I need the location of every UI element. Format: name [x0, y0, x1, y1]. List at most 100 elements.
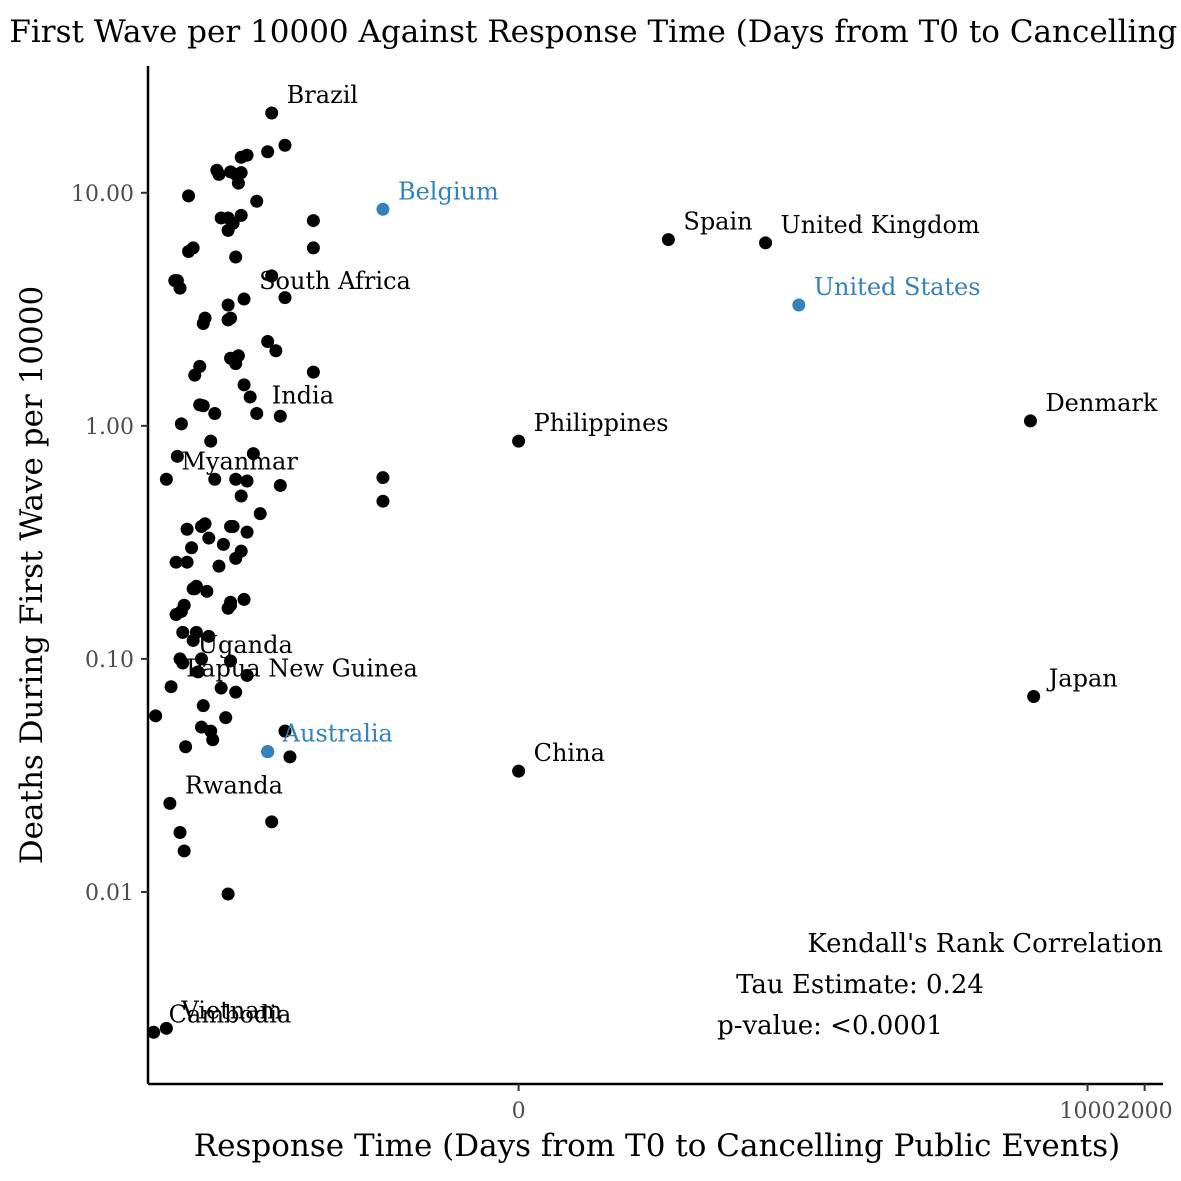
- data-point-japan: [1027, 689, 1041, 703]
- data-point-uganda: [176, 656, 190, 670]
- data-point: [176, 625, 190, 639]
- data-point: [240, 474, 254, 488]
- data-point: [214, 681, 228, 695]
- y-tick-label: 0.10: [85, 648, 134, 673]
- data-point: [173, 281, 187, 295]
- data-point: [208, 406, 222, 420]
- data-point: [179, 740, 193, 754]
- data-point: [173, 825, 187, 839]
- data-point-united-kingdom: [759, 236, 773, 250]
- data-point: [376, 471, 390, 485]
- data-point: [243, 390, 257, 404]
- data-point: [212, 559, 226, 573]
- data-point: [246, 447, 260, 461]
- data-point-vietnam: [159, 1021, 173, 1035]
- point-label: United States: [814, 273, 981, 301]
- point-label: South Africa: [259, 267, 411, 295]
- data-point-philippines: [512, 434, 526, 448]
- data-point: [234, 166, 248, 180]
- data-point: [219, 711, 233, 725]
- y-tick-label: 10.00: [71, 182, 134, 207]
- point-label: Philippines: [534, 409, 669, 437]
- data-point: [169, 555, 183, 569]
- point-label: United Kingdom: [781, 211, 980, 239]
- data-point: [208, 472, 222, 486]
- data-point: [224, 311, 238, 325]
- data-point: [186, 241, 200, 255]
- data-point: [200, 584, 214, 598]
- data-point: [191, 665, 205, 679]
- point-label: Belgium: [398, 177, 499, 205]
- data-point: [206, 733, 220, 747]
- data-point: [273, 478, 287, 492]
- point-label: China: [534, 739, 605, 767]
- data-point-brazil: [265, 106, 279, 120]
- data-point: [240, 525, 254, 539]
- data-point: [224, 654, 238, 668]
- annotation-line: Kendall's Rank Correlation: [807, 929, 1163, 959]
- data-point: [226, 519, 240, 533]
- data-point: [212, 167, 226, 181]
- data-point: [261, 335, 275, 349]
- data-point: [202, 629, 216, 643]
- axes: 0.01 0.10 1.00 10.00 0 1000 2000: [71, 66, 1173, 1124]
- data-point-rwanda: [163, 796, 177, 810]
- data-point: [204, 434, 218, 448]
- data-point: [269, 344, 283, 358]
- data-point-denmark: [1023, 414, 1037, 428]
- y-axis-title: Deaths During First Wave per 10000: [14, 286, 50, 864]
- data-point: [189, 625, 203, 639]
- data-point: [229, 250, 243, 264]
- data-point-papua-new-guinea: [164, 680, 178, 694]
- data-point: [273, 409, 287, 423]
- data-point: [250, 194, 264, 208]
- data-point: [265, 815, 279, 829]
- point-label: Denmark: [1045, 389, 1157, 417]
- annotation-line: Tau Estimate: 0.24: [736, 970, 984, 1000]
- y-tick-label: 0.01: [85, 881, 134, 906]
- data-point: [221, 887, 235, 901]
- data-point: [189, 579, 203, 593]
- x-tick-label: 1000: [1060, 1099, 1116, 1124]
- point-label: Myanmar: [181, 447, 298, 475]
- point-label: Uganda: [198, 631, 293, 659]
- data-point: [196, 699, 210, 713]
- data-point: [185, 541, 199, 555]
- x-axis-title: Response Time (Days from T0 to Cancellin…: [194, 1128, 1120, 1164]
- point-label: Papua New Guinea: [186, 655, 418, 683]
- correlation-annotation: Kendall's Rank Correlation Tau Estimate: …: [717, 929, 1163, 1041]
- data-point: [177, 598, 191, 612]
- data-point-cambodia: [147, 1025, 161, 1039]
- data-point-spain: [661, 233, 675, 247]
- data-point: [198, 311, 212, 325]
- point-label: Rwanda: [185, 771, 283, 799]
- x-tick-label: 2000: [1117, 1099, 1173, 1124]
- data-point: [278, 138, 292, 152]
- data-point: [261, 145, 275, 159]
- data-point: [229, 472, 243, 486]
- data-point: [278, 724, 292, 738]
- x-tick-label: 0: [512, 1099, 526, 1124]
- data-point: [216, 537, 230, 551]
- point-label: Japan: [1046, 664, 1118, 692]
- data-point: [229, 685, 243, 699]
- data-point: [237, 592, 251, 606]
- data-point: [283, 750, 297, 764]
- point-label: Brazil: [287, 81, 358, 109]
- point-label: Cambodia: [169, 1000, 292, 1028]
- data-point: [177, 844, 191, 858]
- annotation-line: p-value: <0.0001: [717, 1011, 943, 1041]
- data-point-united-states: [792, 298, 806, 312]
- data-point-myanmar: [159, 472, 173, 486]
- data-point: [234, 544, 248, 558]
- data-point: [174, 417, 188, 431]
- data-point: [198, 517, 212, 531]
- data-point: [306, 241, 320, 255]
- data-point-belgium: [376, 202, 390, 216]
- point-label: India: [272, 381, 334, 409]
- data-point-india: [250, 406, 264, 420]
- data-point-china: [512, 764, 526, 778]
- chart-title: Deaths During First Wave per 10000 Again…: [0, 14, 1181, 50]
